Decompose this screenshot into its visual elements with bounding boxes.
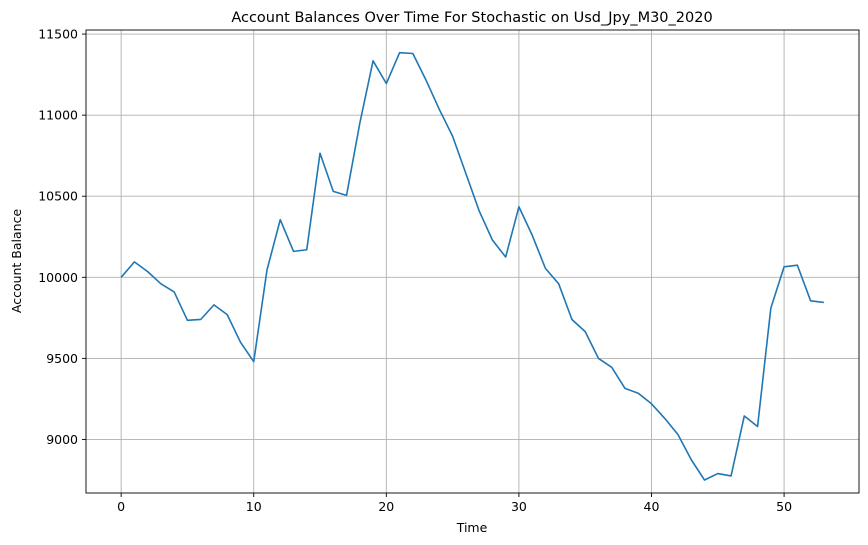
series-line-0: [120, 51, 824, 481]
y-tick-label: 10500: [38, 189, 78, 204]
x-tick-label: 0: [117, 499, 125, 514]
y-tick-label: 11000: [38, 108, 78, 123]
y-tick-label: 11500: [38, 27, 78, 42]
y-axis-label: Account Balance: [9, 209, 24, 314]
x-tick-label: 30: [511, 499, 527, 514]
x-tick-label: 10: [246, 499, 262, 514]
y-tick-label: 9000: [46, 432, 78, 447]
x-tick-label: 50: [776, 499, 792, 514]
line-layer: [120, 51, 824, 481]
chart-title: Account Balances Over Time For Stochasti…: [231, 10, 712, 26]
y-tick-label: 9500: [46, 351, 78, 366]
x-axis-label: Time: [456, 520, 488, 535]
y-tick-label: 10000: [38, 270, 78, 285]
plot-frame: [85, 29, 860, 494]
x-tick-label: 20: [378, 499, 394, 514]
grid-layer: [86, 30, 859, 493]
tick-layer: 0 10 20 30 40 50 9000 9500 10000 10500 11000 11500: [38, 27, 792, 514]
x-tick-label: 40: [644, 499, 660, 514]
